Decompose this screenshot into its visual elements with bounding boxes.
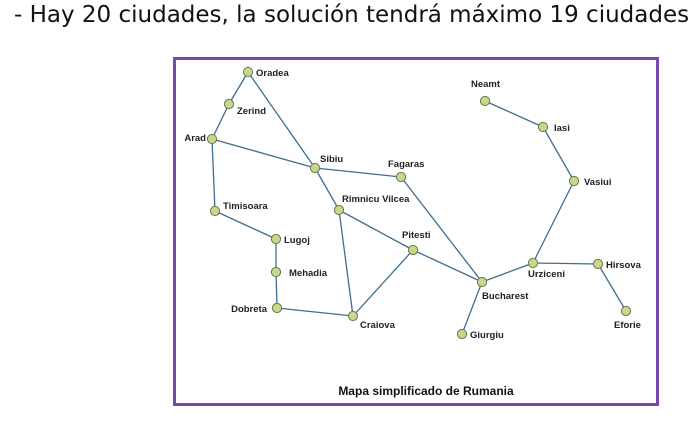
- road-pitesti-bucharest: [412, 249, 483, 283]
- city-node-bucharest: [476, 276, 488, 288]
- city-node-mehadia: [270, 266, 282, 278]
- city-hirsova: Hirsova: [592, 258, 642, 271]
- city-node-urziceni: [527, 257, 539, 269]
- city-giurgiu: Giurgiu: [456, 328, 504, 341]
- road-mehadia-dobreta: [275, 271, 278, 309]
- road-hirsova-eforie: [597, 263, 627, 312]
- road-vasiui-iasi: [542, 126, 575, 182]
- road-iasi-neamt: [484, 100, 544, 128]
- city-label-mehadia: Mehadia: [289, 268, 328, 279]
- road-urziceni-vasiui: [532, 180, 575, 264]
- road-bucharest-giurgiu: [461, 281, 483, 335]
- road-zerind-arad: [211, 103, 230, 140]
- city-label-urziceni: Urziceni: [528, 269, 565, 280]
- city-label-vasiui: Vasiui: [584, 177, 611, 188]
- city-node-vasiui: [568, 175, 580, 187]
- cities-layer: Oradea Zerind Arad Sibiu Fagaras Timisoara Rim…: [184, 66, 642, 341]
- city-rimnicu: Rimnicu Vilcea: [333, 194, 410, 216]
- city-bucharest: Bucharest: [476, 276, 529, 302]
- city-label-hirsova: Hirsova: [606, 260, 642, 271]
- city-node-hirsova: [592, 258, 604, 270]
- city-label-fagaras: Fagaras: [388, 159, 424, 170]
- road-rimnicu-craiova: [338, 209, 354, 317]
- city-node-oradea: [242, 66, 254, 78]
- city-label-eforie: Eforie: [614, 320, 641, 331]
- road-arad-sibiu: [211, 138, 316, 169]
- city-label-timisoara: Timisoara: [223, 201, 268, 212]
- roads-layer: [211, 71, 627, 335]
- road-pitesti-craiova: [352, 249, 414, 317]
- road-dobreta-craiova: [276, 307, 354, 317]
- city-label-iasi: Iasi: [554, 123, 570, 134]
- city-node-arad: [206, 133, 218, 145]
- city-iasi: Iasi: [537, 121, 570, 134]
- city-node-neamt: [479, 95, 491, 107]
- city-node-lugoj: [270, 233, 282, 245]
- road-fagaras-bucharest: [400, 176, 483, 283]
- city-node-giurgiu: [456, 328, 468, 340]
- city-label-bucharest: Bucharest: [482, 291, 529, 302]
- road-rimnicu-pitesti: [338, 209, 414, 251]
- city-label-zerind: Zerind: [237, 106, 266, 117]
- city-arad: Arad: [184, 133, 218, 145]
- city-label-pitesti: Pitesti: [402, 230, 431, 241]
- city-urziceni: Urziceni: [527, 257, 565, 280]
- road-urziceni-hirsova: [532, 262, 599, 265]
- city-dobreta: Dobreta: [231, 302, 283, 315]
- city-neamt: Neamt: [471, 79, 501, 107]
- city-node-pitesti: [407, 244, 419, 256]
- city-node-dobreta: [271, 302, 283, 314]
- road-bucharest-urziceni: [481, 262, 534, 283]
- romania-map-frame: Oradea Zerind Arad Sibiu Fagaras Timisoara Rim…: [173, 57, 659, 406]
- road-oradea-zerind: [228, 71, 249, 105]
- romania-map: Oradea Zerind Arad Sibiu Fagaras Timisoara Rim…: [184, 66, 642, 398]
- city-craiova: Craiova: [347, 310, 396, 331]
- city-lugoj: Lugoj: [270, 233, 310, 246]
- road-timisoara-lugoj: [214, 210, 277, 240]
- city-mehadia: Mehadia: [270, 266, 328, 279]
- city-node-rimnicu: [333, 204, 345, 216]
- city-node-sibiu: [309, 162, 321, 174]
- city-vasiui: Vasiui: [568, 175, 611, 188]
- city-timisoara: Timisoara: [209, 201, 268, 217]
- map-caption: Mapa simplificado de Rumania: [338, 384, 514, 398]
- road-sibiu-rimnicu: [314, 167, 340, 211]
- city-node-craiova: [347, 310, 359, 322]
- city-label-dobreta: Dobreta: [231, 304, 268, 315]
- city-node-timisoara: [209, 205, 221, 217]
- city-pitesti: Pitesti: [402, 230, 431, 256]
- city-label-rimnicu: Rimnicu Vilcea: [342, 194, 410, 205]
- city-label-giurgiu: Giurgiu: [470, 330, 504, 341]
- city-node-fagaras: [395, 171, 407, 183]
- city-eforie: Eforie: [614, 305, 641, 331]
- city-oradea: Oradea: [242, 66, 289, 79]
- city-label-neamt: Neamt: [471, 79, 501, 90]
- city-node-zerind: [223, 98, 235, 110]
- city-fagaras: Fagaras: [388, 159, 424, 183]
- city-label-craiova: Craiova: [360, 320, 396, 331]
- road-arad-timisoara: [211, 138, 216, 212]
- road-oradea-sibiu: [247, 71, 316, 169]
- city-zerind: Zerind: [223, 98, 266, 117]
- city-label-lugoj: Lugoj: [284, 235, 310, 246]
- city-label-oradea: Oradea: [256, 68, 289, 79]
- road-sibiu-fagaras: [314, 167, 402, 178]
- city-label-arad: Arad: [184, 133, 206, 144]
- city-label-sibiu: Sibiu: [320, 154, 343, 165]
- city-node-iasi: [537, 121, 549, 133]
- city-node-eforie: [620, 305, 632, 317]
- city-sibiu: Sibiu: [309, 154, 343, 174]
- slide-heading: - Hay 20 ciudades, la solución tendrá má…: [14, 2, 690, 28]
